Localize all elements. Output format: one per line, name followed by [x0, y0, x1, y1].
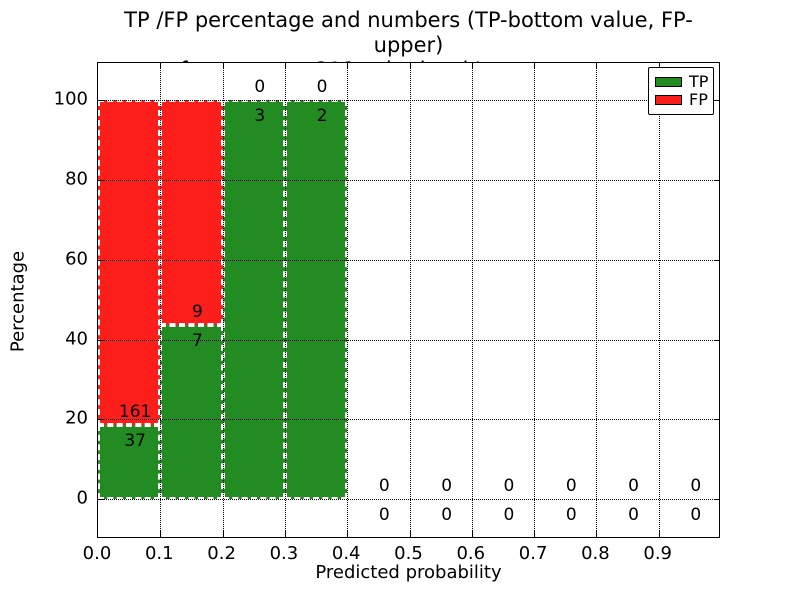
tp-bar-segment: [222, 100, 285, 500]
v-gridline: [347, 63, 349, 537]
x-tick-label: 0.1: [144, 543, 174, 564]
y-tick-right: [714, 419, 720, 421]
fp-count-annotation: 0: [628, 476, 639, 497]
tp-count-annotation: 3: [254, 106, 266, 127]
x-tick-label: 0.9: [643, 543, 673, 564]
x-tick-label: 0.6: [456, 543, 486, 564]
tp-count-annotation: 0: [378, 505, 390, 526]
v-gridline: [160, 63, 162, 537]
v-gridline: [409, 63, 411, 537]
fp-count-annotation: 0: [254, 77, 266, 98]
y-tick-left: [98, 100, 104, 102]
v-gridline: [284, 63, 286, 537]
tp-count-annotation: 0: [565, 505, 577, 526]
x-tick-bottom: [409, 531, 411, 537]
y-tick-left: [98, 339, 104, 341]
y-tick-label: 40: [65, 328, 88, 349]
x-tick-bottom: [347, 531, 349, 537]
tp-count-annotation: 7: [192, 330, 203, 351]
fp-count-annotation: 0: [565, 476, 577, 497]
tp-bar-segment: [284, 100, 348, 500]
legend-label-tp: TP: [689, 72, 709, 91]
x-tick-bottom: [284, 531, 286, 537]
fp-bar-segment: [98, 100, 161, 425]
x-tick-label: 0.3: [269, 543, 299, 564]
tp-color-swatch: [655, 77, 682, 87]
y-tick-left: [98, 419, 104, 421]
tp-bar-segment: [160, 324, 223, 500]
tp-count-annotation: 37: [124, 430, 146, 451]
y-tick-label: 0: [76, 487, 88, 509]
legend-item-tp: TP: [655, 72, 709, 91]
tp-count-annotation: 0: [503, 505, 515, 526]
fp-count-annotation: 9: [192, 301, 203, 322]
fp-count-annotation: 0: [441, 476, 453, 497]
tp-bar-segment: [98, 424, 161, 500]
tp-count-annotation: 0: [628, 505, 639, 526]
y-tick-right: [714, 100, 720, 102]
y-tick-label: 80: [65, 168, 88, 190]
x-tick-label: 0.0: [82, 543, 112, 564]
v-gridline: [222, 63, 224, 537]
x-tick-top: [534, 63, 536, 69]
v-gridline: [658, 63, 660, 537]
chart-title-line1: TP /FP percentage and numbers (TP-bottom…: [124, 8, 693, 57]
tp-count-annotation: 0: [690, 505, 702, 526]
h-gridline: [98, 339, 719, 341]
x-axis-label: Predicted probability: [315, 562, 502, 583]
x-tick-label: 0.8: [581, 543, 610, 564]
h-gridline: [98, 419, 719, 421]
y-axis-label: Percentage: [7, 250, 29, 353]
x-tick-top: [347, 63, 349, 69]
h-gridline: [98, 179, 719, 181]
y-tick-label: 20: [65, 407, 88, 429]
y-tick-right: [714, 179, 720, 181]
v-gridline: [471, 63, 473, 537]
legend-label-fp: FP: [689, 90, 708, 109]
fp-color-swatch: [655, 95, 682, 105]
plot-area: TP FP 161 37 9 7 0 3 0 2 0 0 0 0 0 0 0 0 0 0 0 0: [97, 62, 720, 538]
y-tick-right: [714, 499, 720, 501]
x-tick-label: 0.2: [207, 543, 236, 564]
h-gridline: [98, 499, 719, 501]
x-tick-bottom: [596, 531, 598, 537]
y-tick-left: [98, 499, 104, 501]
legend: TP FP: [648, 67, 714, 115]
x-tick-bottom: [160, 531, 162, 537]
legend-item-fp: FP: [655, 90, 708, 109]
fp-count-annotation: 0: [378, 476, 390, 497]
x-tick-label: 0.5: [394, 543, 423, 564]
h-gridline: [98, 100, 719, 102]
y-tick-right: [714, 259, 720, 261]
x-tick-label: 0.4: [331, 543, 361, 564]
fp-bar-segment: [160, 100, 223, 325]
y-tick-right: [714, 339, 720, 341]
v-gridline: [534, 63, 536, 537]
x-tick-top: [409, 63, 411, 69]
tp-count-annotation: 0: [441, 505, 453, 526]
x-tick-bottom: [222, 531, 224, 537]
fp-count-annotation: 0: [690, 476, 702, 497]
y-tick-left: [98, 179, 104, 181]
y-tick-left: [98, 259, 104, 261]
x-tick-top: [596, 63, 598, 69]
x-tick-top: [222, 63, 224, 69]
h-gridline: [98, 259, 719, 261]
x-tick-label: 0.7: [518, 543, 548, 564]
y-tick-label: 100: [53, 88, 88, 110]
x-tick-top: [160, 63, 162, 69]
x-tick-bottom: [534, 531, 536, 537]
y-tick-label: 60: [65, 248, 88, 270]
tp-count-annotation: 2: [316, 106, 328, 127]
x-tick-top: [658, 63, 660, 69]
x-tick-top: [471, 63, 473, 69]
fp-count-annotation: 161: [118, 401, 152, 422]
x-tick-bottom: [471, 531, 473, 537]
fp-count-annotation: 0: [503, 476, 515, 497]
x-tick-bottom: [658, 531, 660, 537]
fp-count-annotation: 0: [316, 77, 328, 98]
x-tick-top: [284, 63, 286, 69]
v-gridline: [596, 63, 598, 537]
